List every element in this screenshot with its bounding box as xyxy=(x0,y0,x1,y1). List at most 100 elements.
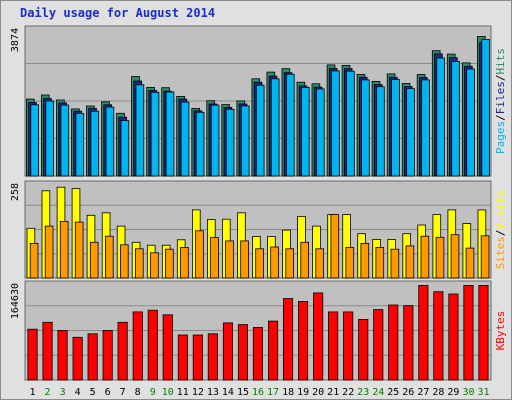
bar-pages-day-17 xyxy=(270,78,280,177)
legend-pages: Pages xyxy=(494,121,507,154)
bar-kbytes-day-7 xyxy=(117,321,128,381)
x-tick-day-28: 28 xyxy=(432,387,444,398)
bar-sites-day-27 xyxy=(420,235,430,279)
legend-visits-sites: Sites/Visits xyxy=(494,190,507,270)
bar-pages-day-13 xyxy=(210,104,220,177)
bar-sites-day-9 xyxy=(150,252,159,279)
ymax-label-visits-sites: 258 xyxy=(10,183,21,201)
x-tick-day-19: 19 xyxy=(297,387,309,398)
bar-sites-day-13 xyxy=(210,237,219,279)
bar-pages-day-12 xyxy=(195,111,205,177)
x-tick-day-12: 12 xyxy=(192,387,204,398)
bar-sites-day-5 xyxy=(89,241,99,279)
bar-sites-day-18 xyxy=(285,248,294,279)
x-tick-day-13: 13 xyxy=(207,387,219,398)
x-tick-day-25: 25 xyxy=(387,387,399,398)
bar-sites-day-31 xyxy=(480,235,490,279)
bar-pages-day-23 xyxy=(361,79,370,177)
legend-separator: / xyxy=(494,75,507,82)
bar-pages-day-27 xyxy=(421,79,430,177)
bar-sites-day-29 xyxy=(450,234,460,279)
bar-kbytes-day-1 xyxy=(27,328,38,381)
x-tick-day-3: 3 xyxy=(60,387,66,398)
bar-sites-day-17 xyxy=(270,246,279,279)
bar-pages-day-8 xyxy=(135,84,145,177)
bar-kbytes-day-25 xyxy=(388,304,399,381)
legend-kbytes: KBytes xyxy=(494,311,507,351)
bar-pages-day-19 xyxy=(300,87,310,177)
x-tick-day-1: 1 xyxy=(29,387,35,398)
bar-kbytes-day-20 xyxy=(313,292,324,381)
bar-pages-day-18 xyxy=(285,73,295,177)
bar-pages-day-7 xyxy=(120,120,130,177)
x-tick-day-9: 9 xyxy=(150,387,156,398)
bar-pages-day-11 xyxy=(180,101,190,177)
bar-sites-day-11 xyxy=(180,246,189,279)
legend-sites: Sites xyxy=(494,236,507,269)
bar-pages-day-21 xyxy=(331,70,340,177)
bar-pages-day-9 xyxy=(150,91,160,177)
bar-pages-day-22 xyxy=(346,70,355,177)
bar-pages-day-2 xyxy=(45,100,54,177)
bar-pages-day-24 xyxy=(376,86,385,177)
bar-kbytes-day-8 xyxy=(132,311,143,381)
x-tick-day-17: 17 xyxy=(267,387,279,398)
bar-kbytes-day-26 xyxy=(403,305,414,381)
x-tick-day-30: 30 xyxy=(462,387,474,398)
bar-kbytes-day-15 xyxy=(237,324,249,381)
ymax-label-hits-files-pages: 3874 xyxy=(10,28,21,52)
x-tick-day-8: 8 xyxy=(135,387,141,398)
bar-kbytes-day-2 xyxy=(42,321,53,381)
bar-kbytes-day-22 xyxy=(343,311,354,381)
bar-sites-day-1 xyxy=(29,242,39,279)
bar-sites-day-21 xyxy=(330,214,340,279)
bar-kbytes-day-10 xyxy=(162,314,173,381)
bar-pages-day-20 xyxy=(315,88,325,177)
bar-kbytes-day-19 xyxy=(297,301,309,381)
bar-sites-day-2 xyxy=(44,225,54,279)
bar-sites-day-4 xyxy=(74,221,84,279)
bar-pages-day-4 xyxy=(75,113,85,177)
bar-sites-day-26 xyxy=(405,245,415,279)
bar-pages-day-3 xyxy=(60,104,70,177)
x-tick-day-6: 6 xyxy=(105,387,111,398)
bar-sites-day-25 xyxy=(390,248,400,279)
bar-kbytes-day-27 xyxy=(418,284,429,381)
bar-kbytes-day-11 xyxy=(177,334,188,381)
bar-pages-day-26 xyxy=(406,88,415,177)
x-tick-day-22: 22 xyxy=(342,387,354,398)
bar-pages-day-16 xyxy=(255,84,265,177)
bar-pages-day-25 xyxy=(391,79,400,177)
bar-pages-day-28 xyxy=(436,57,445,177)
x-tick-day-4: 4 xyxy=(75,387,81,398)
x-tick-day-11: 11 xyxy=(177,387,189,398)
bar-kbytes-day-3 xyxy=(57,329,68,381)
bar-kbytes-day-17 xyxy=(267,320,279,381)
x-tick-day-27: 27 xyxy=(417,387,429,398)
x-tick-day-20: 20 xyxy=(312,387,324,398)
bar-kbytes-day-4 xyxy=(72,336,83,381)
bar-pages-day-15 xyxy=(240,105,250,177)
bar-kbytes-day-31 xyxy=(478,284,489,381)
x-tick-day-24: 24 xyxy=(372,387,384,398)
legend-separator: / xyxy=(494,230,507,237)
bar-kbytes-day-21 xyxy=(328,311,339,381)
bar-sites-day-10 xyxy=(165,248,174,279)
x-tick-day-21: 21 xyxy=(327,387,339,398)
bar-kbytes-day-18 xyxy=(282,298,294,381)
x-tick-day-7: 7 xyxy=(120,387,126,398)
bar-sites-day-22 xyxy=(345,246,355,279)
x-tick-day-29: 29 xyxy=(447,387,459,398)
bar-pages-day-1 xyxy=(30,104,39,177)
bar-pages-day-10 xyxy=(165,91,175,177)
bar-kbytes-day-30 xyxy=(463,284,474,381)
legend-hits-files-pages: Pages/Files/Hits xyxy=(494,48,507,154)
bar-sites-day-8 xyxy=(134,248,144,279)
legend-files: Files xyxy=(494,81,507,114)
bar-sites-day-24 xyxy=(375,246,385,279)
x-tick-day-15: 15 xyxy=(237,387,249,398)
bar-sites-day-6 xyxy=(105,235,114,279)
bar-sites-day-30 xyxy=(465,247,475,279)
